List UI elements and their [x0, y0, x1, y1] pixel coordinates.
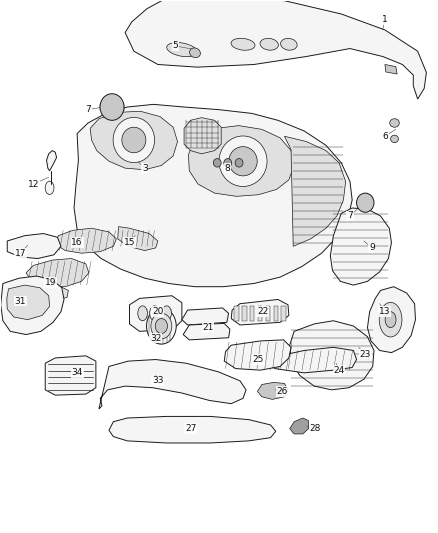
Polygon shape — [45, 356, 96, 395]
Ellipse shape — [379, 302, 402, 337]
Ellipse shape — [357, 193, 374, 212]
Text: 23: 23 — [360, 350, 371, 359]
Text: 7: 7 — [85, 105, 91, 114]
Polygon shape — [109, 416, 276, 443]
Polygon shape — [231, 300, 289, 325]
Ellipse shape — [45, 181, 54, 195]
Text: 33: 33 — [152, 376, 164, 385]
Polygon shape — [250, 306, 254, 321]
Text: 9: 9 — [369, 244, 374, 253]
Text: 31: 31 — [14, 296, 26, 305]
Ellipse shape — [224, 159, 232, 167]
Polygon shape — [125, 0, 426, 99]
Polygon shape — [188, 126, 294, 196]
Ellipse shape — [235, 159, 243, 167]
Polygon shape — [130, 296, 182, 332]
Polygon shape — [99, 360, 246, 409]
Polygon shape — [39, 285, 68, 301]
Ellipse shape — [231, 38, 255, 50]
Ellipse shape — [281, 38, 297, 50]
Ellipse shape — [100, 94, 124, 120]
Text: 12: 12 — [28, 180, 39, 189]
Text: 24: 24 — [333, 366, 345, 375]
Ellipse shape — [260, 38, 279, 50]
Text: 15: 15 — [124, 238, 135, 247]
Text: 25: 25 — [253, 355, 264, 364]
Ellipse shape — [219, 136, 267, 187]
Polygon shape — [224, 340, 291, 370]
Polygon shape — [90, 111, 177, 169]
Polygon shape — [274, 306, 278, 321]
Ellipse shape — [150, 306, 159, 321]
Ellipse shape — [167, 43, 197, 56]
Polygon shape — [118, 227, 158, 251]
Text: 19: 19 — [45, 278, 57, 287]
Ellipse shape — [213, 159, 221, 167]
Ellipse shape — [391, 135, 399, 143]
Text: 5: 5 — [173, 42, 178, 51]
Polygon shape — [1, 276, 64, 335]
Text: 28: 28 — [309, 424, 321, 433]
Polygon shape — [282, 306, 286, 321]
Text: 27: 27 — [185, 424, 196, 433]
Polygon shape — [234, 306, 239, 321]
Polygon shape — [182, 308, 229, 325]
Polygon shape — [266, 306, 270, 321]
Text: 3: 3 — [142, 164, 148, 173]
Polygon shape — [290, 321, 374, 390]
Ellipse shape — [162, 306, 171, 321]
Text: 8: 8 — [225, 164, 231, 173]
Polygon shape — [258, 306, 262, 321]
Text: 34: 34 — [71, 368, 83, 377]
Polygon shape — [330, 208, 392, 285]
Ellipse shape — [147, 308, 176, 344]
Polygon shape — [285, 136, 346, 246]
Text: 17: 17 — [14, 249, 26, 258]
Polygon shape — [7, 285, 49, 320]
Polygon shape — [242, 306, 247, 321]
Text: 16: 16 — [71, 238, 83, 247]
Ellipse shape — [122, 127, 146, 153]
Ellipse shape — [190, 48, 201, 58]
Text: 7: 7 — [347, 212, 353, 221]
Polygon shape — [258, 382, 288, 399]
Text: 32: 32 — [150, 334, 161, 343]
Polygon shape — [184, 118, 221, 154]
Polygon shape — [183, 324, 230, 340]
Ellipse shape — [229, 147, 257, 176]
Text: 13: 13 — [379, 307, 391, 316]
Text: 22: 22 — [257, 307, 268, 316]
Text: 26: 26 — [277, 387, 288, 396]
Polygon shape — [74, 104, 352, 287]
Polygon shape — [385, 64, 397, 74]
Polygon shape — [46, 151, 57, 171]
Polygon shape — [290, 418, 308, 434]
Text: 1: 1 — [382, 15, 388, 24]
Ellipse shape — [155, 319, 167, 334]
Polygon shape — [269, 348, 357, 373]
Polygon shape — [55, 228, 117, 253]
Ellipse shape — [138, 306, 148, 321]
Text: 6: 6 — [382, 132, 388, 141]
Polygon shape — [367, 287, 416, 353]
Text: 21: 21 — [202, 323, 214, 332]
Ellipse shape — [390, 119, 399, 127]
Polygon shape — [26, 259, 89, 287]
Ellipse shape — [151, 313, 172, 339]
Polygon shape — [7, 233, 61, 259]
Ellipse shape — [113, 117, 155, 163]
Text: 20: 20 — [152, 307, 163, 316]
Ellipse shape — [385, 312, 396, 328]
